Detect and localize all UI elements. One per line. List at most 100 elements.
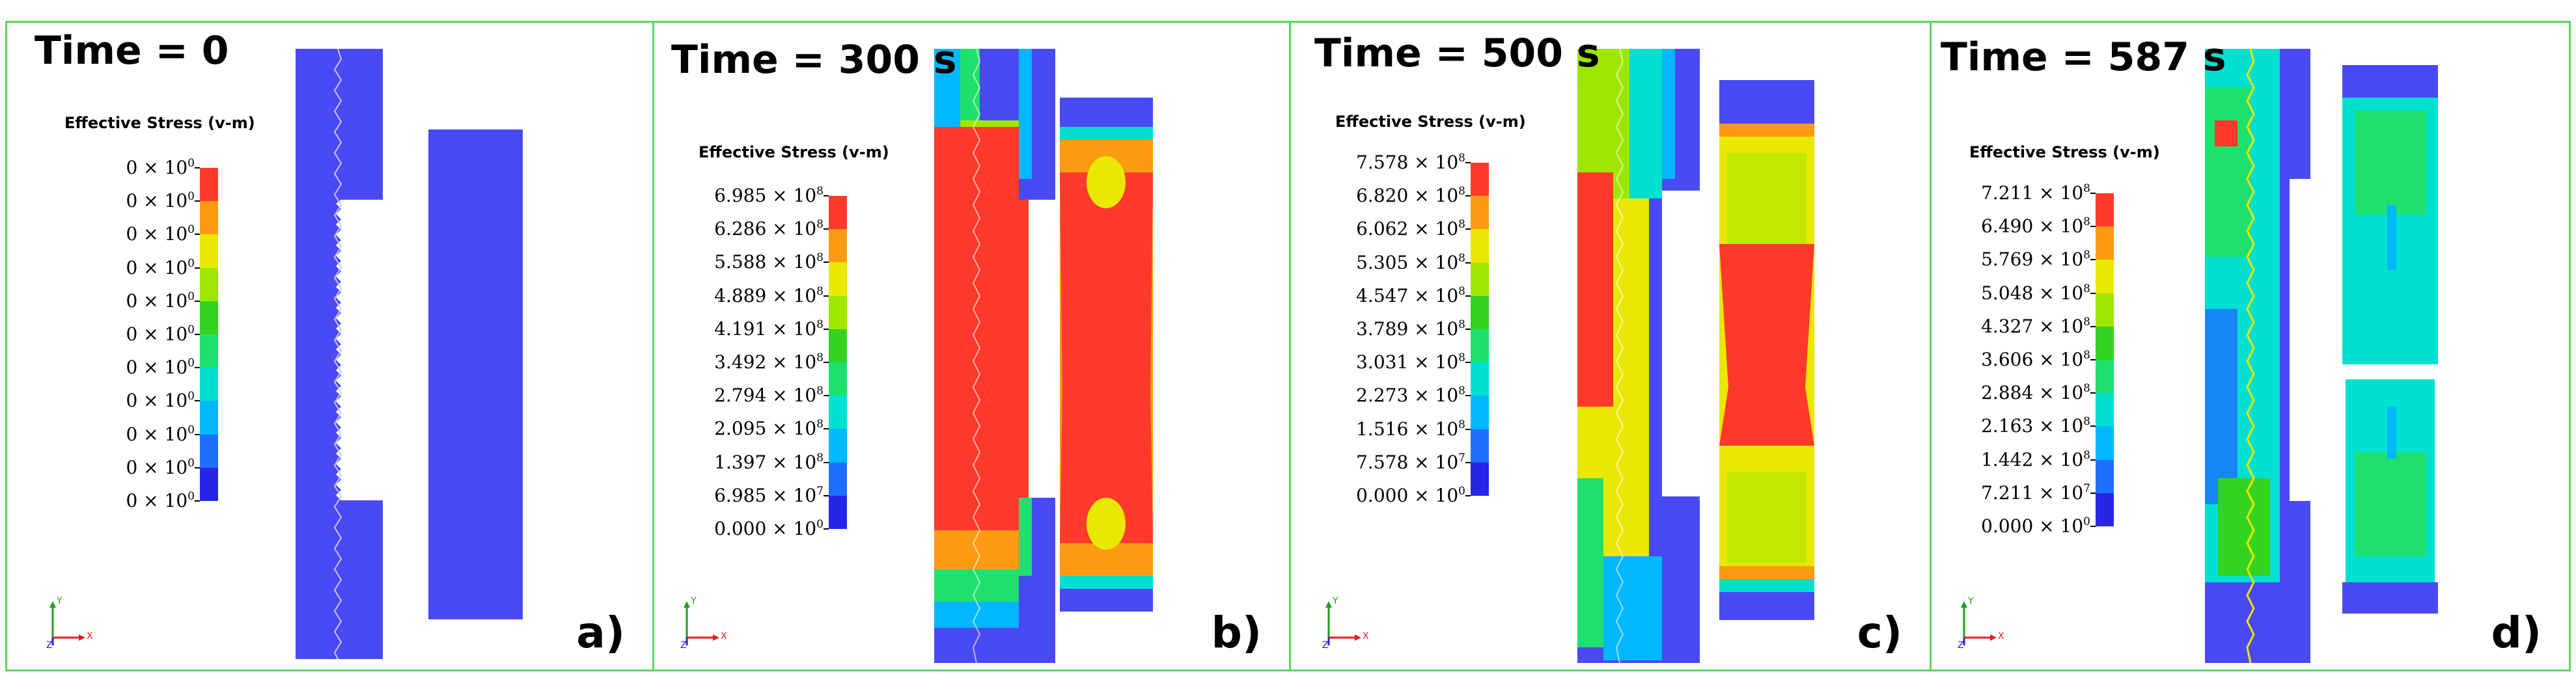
panel-a: Time = 0 Effective Stress (v-m) 0 × 100 0… <box>5 21 654 671</box>
tick-exponent: 8 <box>2083 182 2090 195</box>
tick-mantissa: 6.062 <box>1356 218 1409 240</box>
tick-mantissa: 0 <box>126 423 138 445</box>
colorbar-tick-mark <box>824 328 829 330</box>
colorbar-tick-label: 0 × 100 <box>126 323 195 345</box>
tick-times-ten: × 10 <box>137 223 188 245</box>
tick-mantissa: 7.578 <box>1356 451 1409 473</box>
colorbar-tick-mark <box>1465 162 1471 163</box>
tick-times-ten: × 10 <box>766 484 817 506</box>
colorbar-tick-mark <box>2090 392 2096 394</box>
tick-exponent: 8 <box>2083 282 2090 295</box>
tick-mantissa: 0 <box>126 256 138 278</box>
tick-mantissa: 0 <box>126 323 138 345</box>
axis-z-label: Z <box>1958 640 1964 651</box>
tick-exponent: 0 <box>187 456 195 470</box>
colorbar-tick-label: 1.516 × 108 <box>1356 418 1465 440</box>
tick-exponent: 8 <box>2083 215 2090 229</box>
tick-mantissa: 5.305 <box>1356 251 1409 273</box>
colorbar-segment <box>200 434 218 468</box>
colorbar-tick-label: 3.492 × 108 <box>714 351 824 373</box>
colorbar-segment <box>200 368 218 401</box>
colorbar-segment <box>1471 362 1489 396</box>
colorbar-segment <box>2096 493 2114 526</box>
tick-exponent: 0 <box>187 157 195 170</box>
tick-times-ten: × 10 <box>2033 515 2084 537</box>
simulation-time-0 <box>296 48 523 660</box>
tick-mantissa: 0 <box>126 490 138 511</box>
colorbar-tick-mark <box>195 200 200 202</box>
colorbar-segment <box>2096 426 2114 460</box>
tick-times-ten: × 10 <box>137 157 188 178</box>
colorbar-tick-mark <box>2090 259 2096 261</box>
axis-x-label: X <box>1363 631 1369 642</box>
tick-mantissa: 0.000 <box>1981 515 2034 537</box>
colorbar-tick-mark <box>195 300 200 302</box>
tick-exponent: 8 <box>2083 315 2090 329</box>
tick-times-ten: × 10 <box>1408 284 1459 306</box>
tick-mantissa: 4.191 <box>714 317 767 340</box>
tick-mantissa: 0 <box>126 357 138 379</box>
colorbar-segment <box>2096 226 2114 260</box>
tick-exponent: 8 <box>816 351 824 364</box>
colorbar-segment <box>2096 260 2114 293</box>
tick-times-ten: × 10 <box>137 456 188 478</box>
tick-exponent: 7 <box>1458 451 1465 465</box>
colorbar-tick-mark <box>2090 426 2096 427</box>
colorbar-tick-label: 0 × 100 <box>126 157 195 178</box>
tick-mantissa: 5.588 <box>714 251 767 273</box>
colorbar-tick-label: 2.794 × 108 <box>714 385 824 406</box>
tick-times-ten: × 10 <box>766 385 817 407</box>
colorbar-segment <box>2096 359 2114 394</box>
tick-times-ten: × 10 <box>2033 415 2084 437</box>
tick-times-ten: × 10 <box>2033 249 2084 271</box>
colorbar-tick-label: 0 × 100 <box>126 257 195 278</box>
tick-mantissa: 7.211 <box>1981 182 2034 204</box>
colorbar-tick-label: 4.191 × 108 <box>714 318 824 340</box>
tick-times-ten: × 10 <box>2033 215 2084 237</box>
colorbar-tick-mark <box>824 295 829 297</box>
tick-exponent: 8 <box>1458 185 1465 198</box>
colorbar-tick-label: 3.031 × 108 <box>1356 351 1465 373</box>
colorbar-segment <box>2096 326 2114 360</box>
colorbar-tick-label: 3.789 × 108 <box>1356 318 1465 340</box>
tick-times-ten: × 10 <box>1408 218 1459 240</box>
colorbar-tick-label: 7.578 × 107 <box>1356 452 1465 473</box>
colorbar-tick-mark <box>195 234 200 236</box>
colorbar-tick-mark <box>195 466 200 468</box>
colorbar-tick-label: 0 × 100 <box>126 290 195 312</box>
colorbar-tick-mark <box>1465 428 1471 430</box>
colorbar-segment <box>1471 329 1489 363</box>
colorbar-segment <box>1471 262 1489 296</box>
tick-mantissa: 6.985 <box>714 185 767 206</box>
axis-x-label: X <box>721 631 727 642</box>
axis-z-label: Z <box>680 640 687 651</box>
tick-mantissa: 0 <box>126 223 138 245</box>
colorbar-tick-mark <box>824 395 829 397</box>
tick-exponent: 8 <box>1458 318 1465 331</box>
tick-exponent: 8 <box>1458 251 1465 265</box>
axis-z-label: Z <box>46 640 53 651</box>
tick-times-ten: × 10 <box>766 351 817 373</box>
colorbar-tick-mark <box>195 167 200 169</box>
tick-mantissa: 4.547 <box>1356 284 1409 306</box>
serrated-grip-left <box>934 48 1032 664</box>
colorbar-tick-mark <box>824 494 829 496</box>
tick-mantissa: 1.442 <box>1981 448 2034 470</box>
colorbar-tick-label: 0.000 × 100 <box>1981 515 2090 537</box>
panel-b: Time = 300 s Effective Stress (v-m) 6.98… <box>652 21 1291 671</box>
tick-exponent: 8 <box>816 218 824 232</box>
tick-exponent: 0 <box>1458 485 1465 498</box>
tick-times-ten: × 10 <box>1408 485 1459 506</box>
colorbar-tick-mark <box>824 362 829 363</box>
colorbar-tick-mark <box>195 367 200 369</box>
legend-title: Effective Stress (v-m) <box>1969 143 2160 161</box>
tick-exponent: 0 <box>187 323 195 336</box>
tick-exponent: 8 <box>2083 382 2090 396</box>
colorbar-tick-mark <box>1465 362 1471 364</box>
tick-mantissa: 5.769 <box>1981 249 2034 271</box>
tick-exponent: 8 <box>1458 152 1465 165</box>
colorbar-tick-label: 5.769 × 108 <box>1981 249 2090 270</box>
time-label: Time = 0 <box>35 28 229 74</box>
colorbar-tick-mark <box>2090 492 2096 494</box>
tick-exponent: 8 <box>2083 349 2090 362</box>
